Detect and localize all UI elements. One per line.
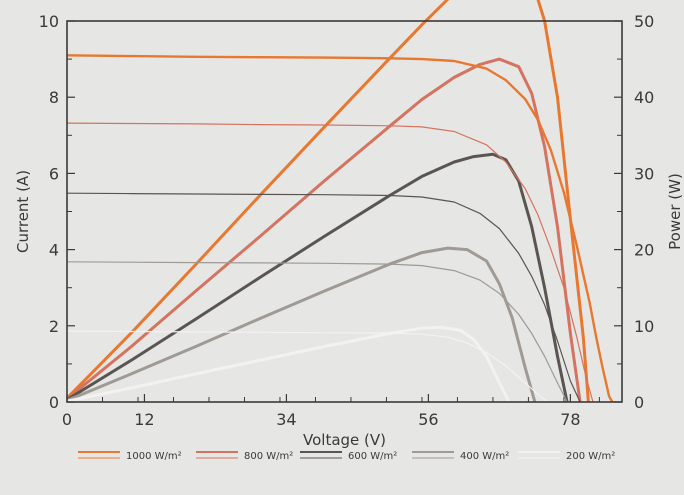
- y-tick-label-3: 6: [49, 164, 59, 183]
- x-tick-label-0: 0: [62, 410, 72, 429]
- x-tick-label-4: 78: [560, 410, 580, 429]
- current-curve-4: [66, 330, 549, 403]
- y-tick-label-1: 2: [49, 317, 59, 336]
- legend-label-2: 600 W/m²: [348, 451, 397, 462]
- x-tick-label-3: 56: [418, 410, 438, 429]
- y-tick-label-2: 4: [49, 241, 59, 260]
- x-tick-label-1: 12: [134, 410, 154, 429]
- legend-label-4: 200 W/m²: [566, 451, 615, 462]
- power-curve-2: [66, 152, 569, 403]
- power-curve-3: [66, 246, 537, 403]
- y-tick-label-0: 0: [49, 393, 59, 412]
- y2-axis-label: Power (W): [666, 173, 684, 250]
- axes-layer: 0 12 34 56 78 0 2 4 6 8 10 0 10 20 30 40 50: [39, 12, 655, 429]
- current-curve-2: [66, 192, 581, 403]
- current-curve-0: [66, 54, 614, 403]
- y-tick-label-4: 8: [49, 88, 59, 107]
- power-curve-4: [66, 325, 511, 403]
- legend-label-0: 1000 W/m²: [126, 451, 182, 462]
- y2-tick-label-0: 0: [634, 393, 644, 412]
- current-curve-3: [66, 261, 568, 403]
- y2-tick-label-5: 50: [634, 12, 654, 31]
- x-tick-label-2: 34: [276, 410, 296, 429]
- series-layer: [65, 0, 614, 403]
- legend-label-3: 400 W/m²: [460, 451, 509, 462]
- power-curve-0: [65, 0, 590, 403]
- y2-tick-label-4: 40: [634, 88, 654, 107]
- y-tick-label-5: 10: [39, 12, 59, 31]
- y2-tick-label-2: 20: [634, 241, 654, 260]
- legend-label-1: 800 W/m²: [244, 451, 293, 462]
- y2-tick-label-3: 30: [634, 164, 654, 183]
- legend: 1000 W/m² 800 W/m² 600 W/m² 400 W/m² 200 W/m…: [78, 451, 615, 462]
- y-axis-label: Current (A): [14, 170, 32, 253]
- current-curve-1: [66, 122, 594, 403]
- y2-tick-label-1: 10: [634, 317, 654, 336]
- x-axis-label: Voltage (V): [303, 431, 386, 449]
